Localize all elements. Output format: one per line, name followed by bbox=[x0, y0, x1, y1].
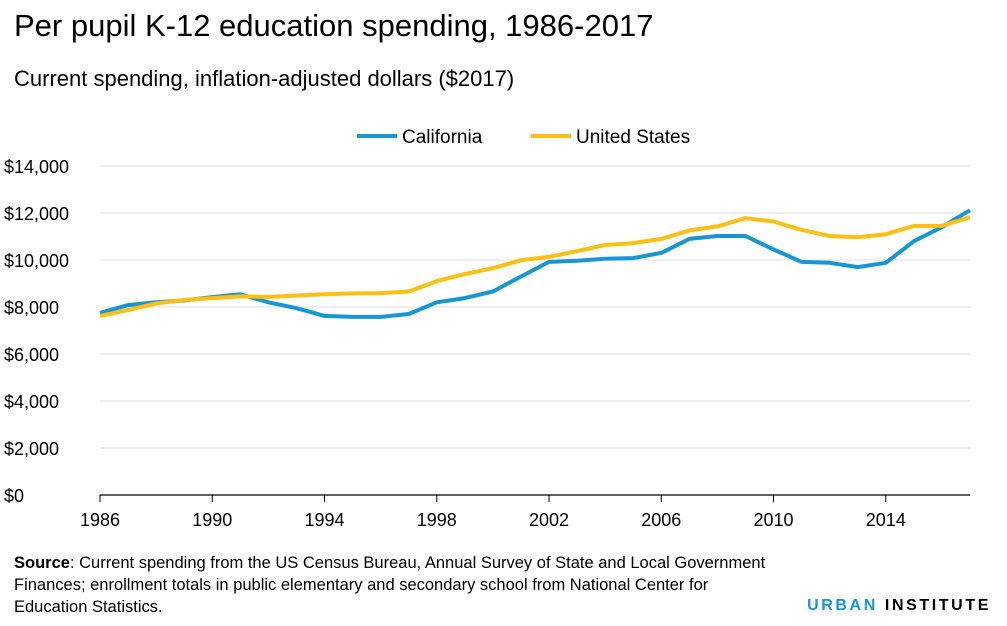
urban-institute-logo: URBAN INSTITUTE bbox=[807, 597, 991, 615]
source-note: Source: Current spending from the US Cen… bbox=[14, 552, 774, 618]
x-tick-label: 2006 bbox=[641, 510, 681, 530]
x-tick-label: 2010 bbox=[754, 510, 794, 530]
legend-label-united-states: United States bbox=[576, 127, 690, 148]
x-tick-label: 1998 bbox=[417, 510, 457, 530]
chart-subtitle: Current spending, inflation-adjusted dol… bbox=[14, 66, 515, 91]
y-tick-label: $2,000 bbox=[4, 439, 59, 459]
chart-title: Per pupil K-12 education spending, 1986-… bbox=[14, 8, 654, 43]
x-tick-label: 2002 bbox=[529, 510, 569, 530]
x-tick-label: 2014 bbox=[866, 510, 906, 530]
source-text: : Current spending from the US Census Bu… bbox=[14, 554, 766, 616]
series-line-california bbox=[99, 208, 972, 319]
y-tick-label: $0 bbox=[4, 486, 24, 506]
y-tick-label: $10,000 bbox=[4, 251, 69, 271]
y-tick-label: $12,000 bbox=[4, 204, 69, 224]
legend-label-california: California bbox=[402, 127, 483, 148]
y-tick-label: $4,000 bbox=[4, 392, 59, 412]
series-line-united-states bbox=[99, 215, 971, 318]
x-tick-label: 1986 bbox=[80, 510, 120, 530]
line-chart: $0 $2,000 $4,000 $6,000 $8,000 $10,000 $12,000… bbox=[4, 127, 972, 530]
y-tick-label: $8,000 bbox=[4, 298, 59, 318]
source-label: Source bbox=[14, 554, 70, 572]
x-tick-label: 1990 bbox=[192, 510, 232, 530]
y-tick-label: $14,000 bbox=[4, 157, 69, 177]
brand-urban: URBAN bbox=[807, 597, 878, 614]
brand-institute: INSTITUTE bbox=[884, 597, 991, 614]
x-tick-label: 1994 bbox=[304, 510, 344, 530]
y-tick-label: $6,000 bbox=[4, 345, 59, 365]
